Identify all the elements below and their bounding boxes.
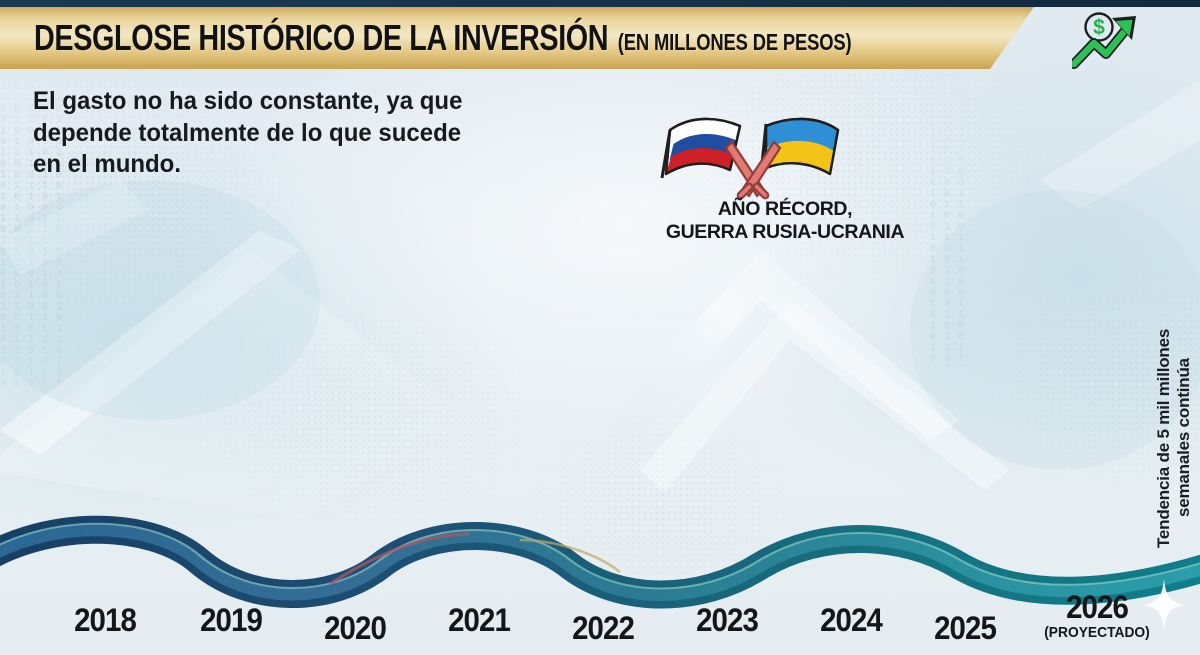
year-label-2019[interactable]: 2019: [200, 602, 263, 638]
russia-flag-icon: [660, 117, 742, 179]
war-note-line1: AÑO RÉCORD,: [717, 198, 853, 220]
year-label-2026[interactable]: 2026 (PROYECTADO): [1037, 589, 1157, 641]
intro-paragraph: El gasto no ha sido constante, ya que de…: [33, 87, 463, 178]
timeline-ribbon: [0, 515, 1200, 609]
war-note: AÑO RÉCORD, GUERRA RUSIA-UCRANIA: [660, 198, 910, 243]
year-label-2020[interactable]: 2020: [324, 610, 387, 646]
year-label-2021[interactable]: 2021: [448, 602, 511, 638]
war-flags-icon: [660, 117, 840, 200]
crossed-swords-icon: [724, 140, 782, 200]
sparkle-icon: [1142, 579, 1186, 631]
year-label-2018[interactable]: 2018: [74, 602, 137, 638]
year-label-2024[interactable]: 2024: [820, 602, 883, 638]
page-subtitle-text: (EN MILLONES DE PESOS): [617, 29, 852, 55]
year-label-2025[interactable]: 2025: [934, 610, 997, 646]
dollar-trend-up-icon: $: [1072, 12, 1136, 69]
page-title: DESGLOSE HISTÓRICO DE LA INVERSIÓN (EN MI…: [34, 17, 852, 59]
background-binary-right: 0 1 1 1 0 0 0 1 0 1 1 1 0 0 1 1 0 1 0 1 …: [930, 90, 966, 365]
header-banner: DESGLOSE HISTÓRICO DE LA INVERSIÓN (EN MI…: [0, 7, 1034, 69]
year-axis: 2018 2019 2020 2021 2022 2023 2024 2025 …: [0, 585, 1200, 655]
side-trend-note: Tendencia de 5 mil millones semanales co…: [1153, 328, 1193, 548]
top-accent-bar: [0, 0, 1200, 7]
background-binary-left: 1 0 1 1 0 0 1 0 0 1 1 1 0 1 0 0 0 1 1 1 …: [0, 60, 64, 390]
svg-text:$: $: [1093, 16, 1105, 39]
year-label-2022[interactable]: 2022: [572, 610, 635, 646]
year-label-2023[interactable]: 2023: [696, 602, 759, 638]
ukraine-flag-icon: [759, 117, 840, 176]
war-note-line2: GUERRA RUSIA-UCRANIA: [665, 220, 905, 243]
year-label-2026-text: 2026: [1066, 589, 1129, 625]
page-title-text: DESGLOSE HISTÓRICO DE LA INVERSIÓN: [34, 17, 609, 58]
year-label-2026-sub: (PROYECTADO): [1044, 624, 1150, 641]
